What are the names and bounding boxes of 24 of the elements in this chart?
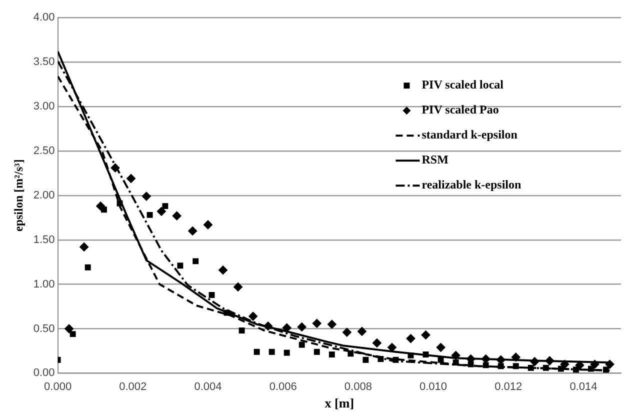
y-tick-label: 3.00 [33, 100, 55, 113]
x-tick-label: 0.012 [494, 380, 522, 393]
y-tick-label: 0.50 [33, 322, 55, 335]
y-tick-label: 0.00 [33, 367, 55, 380]
x-tick-label: 0.000 [44, 380, 72, 393]
x-tick-label: 0.006 [269, 380, 297, 393]
x-tick-label: 0.008 [344, 380, 372, 393]
legend-label: PIV scaled Pao [422, 102, 499, 117]
legend-label: standard k-epsilon [422, 128, 518, 142]
x-tick-label: 0.004 [194, 380, 222, 393]
y-tick-label: 1.00 [33, 278, 55, 290]
y-axis-title: epsilon [m²/s³] [11, 159, 26, 232]
x-tick-label: 0.010 [420, 380, 448, 393]
legend-label: RSM [422, 152, 448, 167]
y-tick-label: 2.50 [33, 144, 55, 157]
x-tick-label: 0.002 [119, 380, 147, 393]
x-axis-title: x [m] [324, 396, 354, 411]
y-tick-label: 2.00 [33, 189, 55, 202]
legend-label: realizable k-epsilon [422, 178, 522, 192]
y-tick-label: 1.50 [33, 234, 55, 246]
x-tick-label: 0.014 [570, 380, 598, 393]
y-tick-label: 4.00 [33, 12, 55, 24]
y-tick-label: 3.50 [33, 56, 55, 68]
legend-label: PIV scaled local [422, 78, 504, 92]
